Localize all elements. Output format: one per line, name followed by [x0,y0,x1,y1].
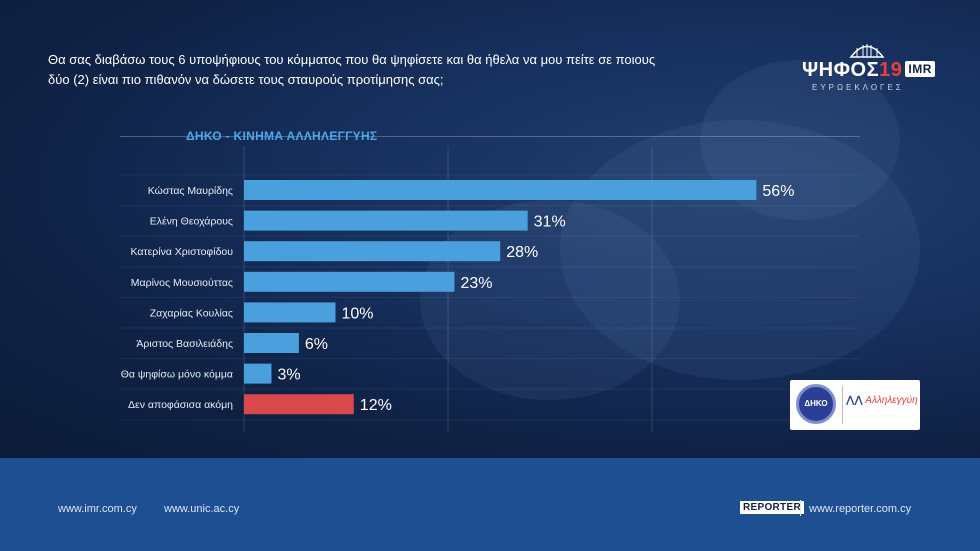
diko-logo: ΔΗΚΟ [796,384,836,424]
bar [244,363,272,384]
logo-main: ΨΗΦΟΣ [802,59,880,81]
bar [244,271,455,292]
logo-brand: IMR [905,61,935,77]
logo-divider [842,386,843,424]
category-label: Μαρίνος Μουσιούττας [131,277,233,289]
party-logos: ΔΗΚΟ ⋀⋀ Αλληλεγγύη [790,380,920,430]
bar-chart: Κώστας Μαυρίδης 56% Ελένη Θεοχάρους 31% Κατε… [120,146,860,432]
data-label: 56% [762,183,794,200]
allileggyi-text: Αλληλεγγύη [865,395,918,406]
map-shape [560,120,920,380]
logo-subtitle: ΕΥΡΩΕΚΛΟΓΕΣ [812,83,904,92]
bar [244,333,299,353]
parliament-dome-icon [849,44,885,58]
chart-title: ΔΗΚΟ - ΚΙΝΗΜΑ ΑΛΛΗΛΕΓΓΥΗΣ [186,129,378,143]
imr-link[interactable]: www.imr.com.cy [58,503,137,515]
category-label: Κατερίνα Χριστοφίδου [130,246,233,258]
bar [244,180,757,200]
data-label: 10% [342,305,374,322]
logo-wordmark: ΨΗΦΟΣ19 IMR [802,59,935,82]
footer: www.imr.com.cy www.unic.ac.cy REPORTER w… [0,458,980,551]
category-label: Ελένη Θεοχάρους [150,216,233,228]
title-divider [120,136,860,137]
data-label: 12% [360,397,392,414]
data-label: 28% [506,244,538,261]
unic-link[interactable]: www.unic.ac.cy [164,503,240,515]
logo-year: 19 [879,59,903,81]
footer-divider [800,500,801,516]
reporter-logo: REPORTER [740,501,804,514]
background [0,0,980,458]
data-label: 3% [277,367,300,384]
category-label: Ζαχαρίας Κουλίας [150,307,233,319]
data-label: 31% [534,214,566,231]
category-label: Θα ψηφίσω μόνο κόμμα [121,369,233,381]
data-label: 23% [460,275,492,292]
reporter-link[interactable]: www.reporter.com.cy [809,503,912,515]
category-label: Άριστος Βασιλειάδης [136,338,233,350]
category-label: Δεν αποφάσισα ακόμη [128,399,233,411]
map-shape [420,200,680,400]
bar [244,302,336,323]
bar [244,394,354,415]
bar [244,210,528,231]
allileggyi-logo: ⋀⋀ Αλληλεγγύη [846,395,918,406]
bar [244,241,501,262]
psifos19-logo: ΨΗΦΟΣ19 IMR ΕΥΡΩΕΚΛΟΓΕΣ [800,40,935,92]
data-label: 6% [305,336,328,353]
survey-question: Θα σας διαβάσω τους 6 υποψήφιους του κόμ… [48,52,656,87]
category-label: Κώστας Μαυρίδης [148,185,233,197]
